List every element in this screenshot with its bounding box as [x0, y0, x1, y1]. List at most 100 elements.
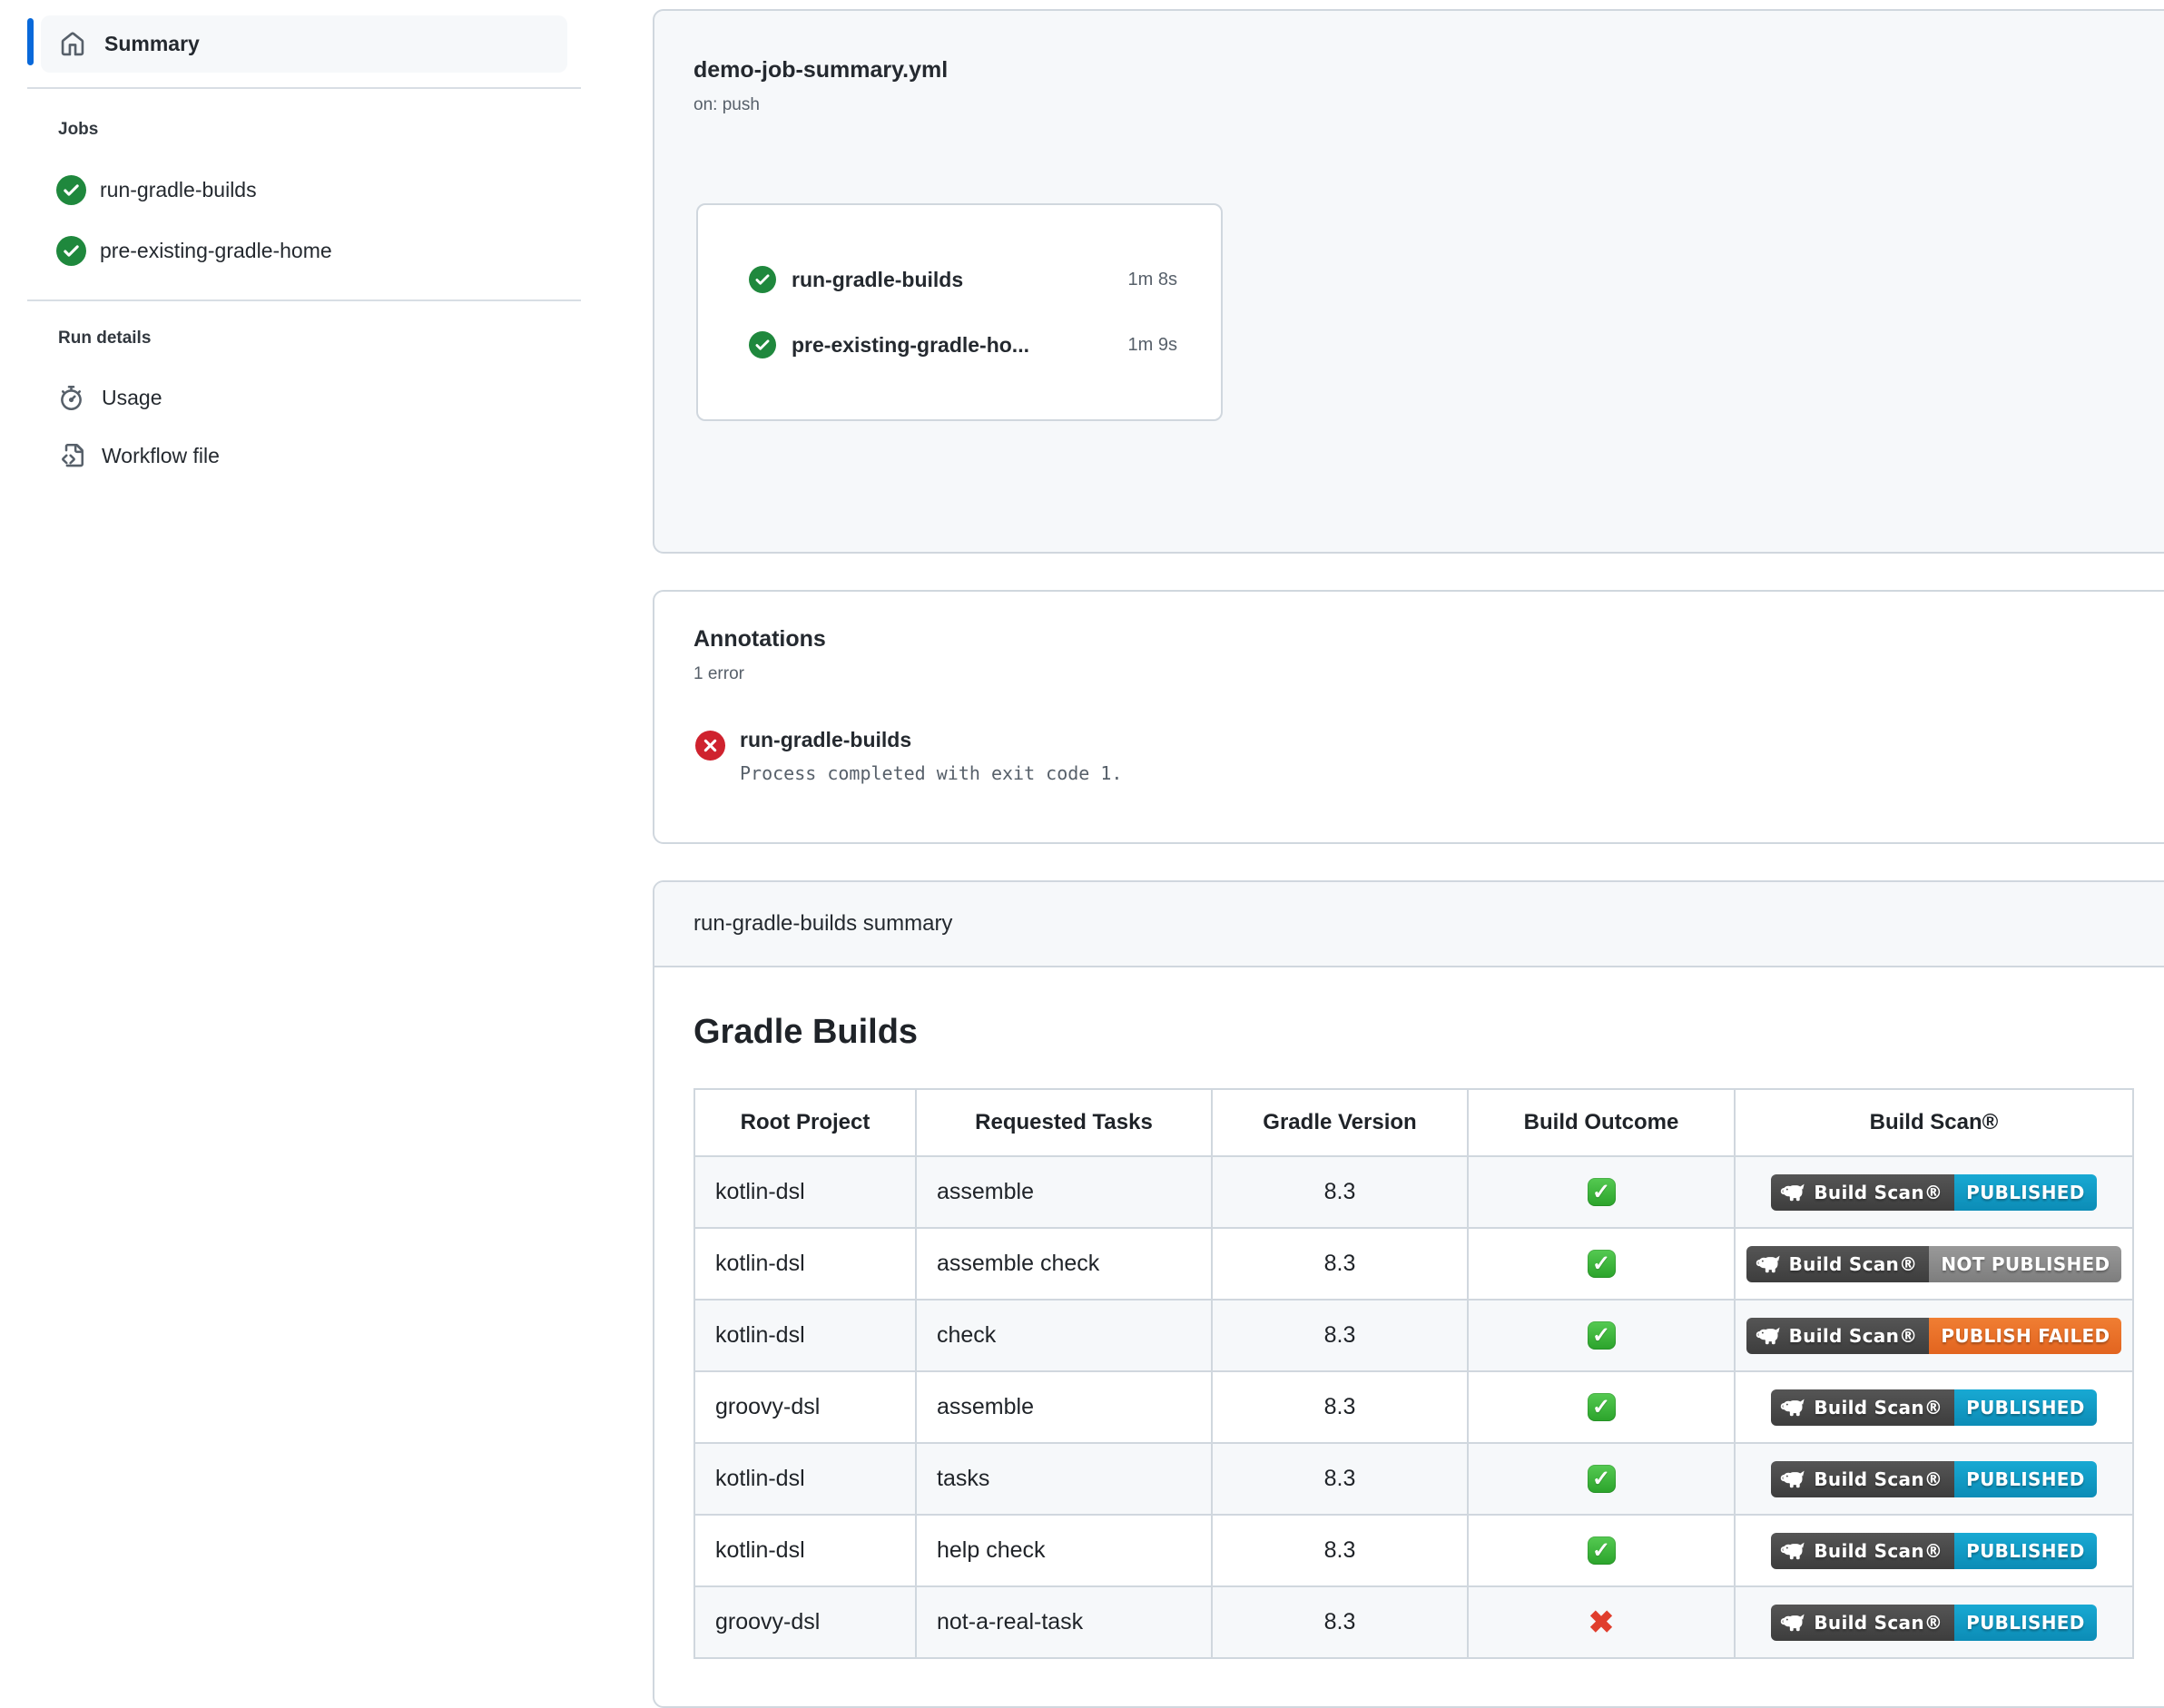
job-summary-header: run-gradle-builds summary: [654, 882, 2164, 967]
cell-requested-tasks: assemble: [915, 1155, 1213, 1229]
cell-gradle-version: 8.3: [1211, 1585, 1469, 1659]
sidebar-item-usage[interactable]: Usage: [27, 368, 581, 427]
sidebar-item-job[interactable]: run-gradle-builds: [27, 160, 581, 221]
check-circle-icon: [56, 175, 86, 205]
workflow-file-label: Workflow file: [102, 443, 220, 467]
workflow-graph-card: demo-job-summary.yml on: push run-gradle…: [653, 9, 2164, 554]
sidebar-run-details-list: Usage Workflow file: [27, 368, 581, 485]
job-summary-content: Gradle Builds Root Project Requested Task…: [654, 967, 2164, 1659]
annotations-list: run-gradle-builds Process completed with …: [695, 728, 2164, 784]
graph-job-duration: 1m 8s: [1127, 269, 1177, 290]
table-body: kotlin-dsl assemble 8.3 ✓ Build Scan® PUBLISH…: [693, 1155, 2134, 1659]
cell-gradle-version: 8.3: [1211, 1299, 1469, 1372]
column-header: Root Project: [693, 1088, 917, 1157]
workflow-jobs-box: run-gradle-builds 1m 8s pre-existing-gradl…: [696, 203, 1223, 421]
table-row: kotlin-dsl help check 8.3 ✓ Build Scan® PUBLI…: [693, 1514, 2134, 1587]
table-header-row: Root Project Requested Tasks Gradle Versio…: [693, 1088, 2134, 1157]
cell-root-project: kotlin-dsl: [693, 1155, 917, 1229]
column-header: Gradle Version: [1211, 1088, 1469, 1157]
cell-build-scan: Build Scan® NOT PUBLISHED: [1734, 1227, 2134, 1301]
jobs-section-label: Jobs: [58, 120, 99, 139]
sidebar-item-summary[interactable]: Summary: [41, 15, 567, 73]
sidebar-divider: [27, 87, 581, 89]
cell-requested-tasks: check: [915, 1299, 1213, 1372]
gradle-elephant-icon: [1756, 1255, 1780, 1273]
build-scan-badge[interactable]: Build Scan® PUBLISHED: [1771, 1604, 2097, 1641]
annotation-job-link[interactable]: run-gradle-builds: [740, 728, 912, 751]
cell-root-project: groovy-dsl: [693, 1370, 917, 1444]
build-scan-badge[interactable]: Build Scan® PUBLISHED: [1771, 1389, 2097, 1426]
table-row: kotlin-dsl tasks 8.3 ✓ Build Scan® PUBLISHED: [693, 1442, 2134, 1516]
job-summary-header-title: run-gradle-builds summary: [693, 911, 953, 936]
sidebar-divider: [27, 299, 581, 301]
check-circle-icon: [56, 236, 86, 266]
graph-job-item[interactable]: run-gradle-builds 1m 8s: [749, 266, 1177, 293]
sidebar-item-job[interactable]: pre-existing-gradle-home: [27, 221, 581, 281]
gradle-elephant-icon: [1781, 1470, 1805, 1488]
build-scan-status: PUBLISHED: [1954, 1389, 2097, 1426]
sidebar-jobs-list: run-gradle-builds pre-existing-gradle-hom…: [27, 160, 581, 281]
cell-build-outcome: ✓: [1467, 1227, 1736, 1301]
success-icon: ✓: [1587, 1178, 1616, 1206]
gradle-elephant-icon: [1781, 1399, 1805, 1417]
check-circle-icon: [749, 331, 776, 358]
cell-requested-tasks: not-a-real-task: [915, 1585, 1213, 1659]
sidebar-item-workflow-file[interactable]: Workflow file: [27, 427, 581, 485]
build-scan-badge-label: Build Scan®: [1746, 1317, 1930, 1354]
cell-build-outcome: ✓: [1467, 1299, 1736, 1372]
cell-build-outcome: ✓: [1467, 1155, 1736, 1229]
annotation-message: Process completed with exit code 1.: [740, 762, 1123, 784]
build-scan-status: PUBLISHED: [1954, 1460, 2097, 1497]
gradle-builds-table: Root Project Requested Tasks Gradle Versio…: [693, 1088, 2134, 1659]
gradle-builds-heading: Gradle Builds: [693, 1013, 919, 1051]
build-scan-badge[interactable]: Build Scan® NOT PUBLISHED: [1746, 1245, 2122, 1282]
job-name: run-gradle-builds: [100, 178, 257, 201]
build-scan-badge[interactable]: Build Scan® PUBLISHED: [1771, 1532, 2097, 1569]
table-row: groovy-dsl assemble 8.3 ✓ Build Scan® PUBLISH…: [693, 1370, 2134, 1444]
graph-job-name: pre-existing-gradle-ho...: [792, 332, 1029, 357]
build-scan-badge-label: Build Scan®: [1771, 1389, 1955, 1426]
cell-requested-tasks: tasks: [915, 1442, 1213, 1516]
graph-job-item[interactable]: pre-existing-gradle-ho... 1m 9s: [749, 331, 1177, 358]
cell-build-scan: Build Scan® PUBLISH FAILED: [1734, 1299, 2134, 1372]
gradle-elephant-icon: [1781, 1614, 1805, 1632]
failure-icon: ✖: [1588, 1605, 1615, 1640]
success-icon: ✓: [1587, 1465, 1616, 1493]
graph-job-name: run-gradle-builds: [792, 267, 964, 291]
active-item-indicator: [27, 18, 34, 65]
cell-build-scan: Build Scan® PUBLISHED: [1734, 1585, 2134, 1659]
cell-root-project: kotlin-dsl: [693, 1227, 917, 1301]
build-scan-status: PUBLISH FAILED: [1929, 1317, 2122, 1354]
table-row: kotlin-dsl assemble 8.3 ✓ Build Scan® PUBLISH…: [693, 1155, 2134, 1229]
cell-gradle-version: 8.3: [1211, 1442, 1469, 1516]
home-icon: [61, 31, 84, 55]
cell-gradle-version: 8.3: [1211, 1370, 1469, 1444]
annotations-title: Annotations: [693, 626, 826, 652]
job-name: pre-existing-gradle-home: [100, 239, 332, 262]
build-scan-status: PUBLISHED: [1954, 1532, 2097, 1569]
cell-requested-tasks: help check: [915, 1514, 1213, 1587]
table-row: kotlin-dsl assemble check 8.3 ✓ Build Scan® N…: [693, 1227, 2134, 1301]
cell-gradle-version: 8.3: [1211, 1227, 1469, 1301]
gradle-elephant-icon: [1781, 1183, 1805, 1202]
cell-gradle-version: 8.3: [1211, 1155, 1469, 1229]
job-summary-card: run-gradle-builds summary Gradle Builds …: [653, 880, 2164, 1708]
build-scan-badge[interactable]: Build Scan® PUBLISH FAILED: [1746, 1317, 2122, 1354]
success-icon: ✓: [1587, 1393, 1616, 1421]
annotations-count: 1 error: [693, 664, 744, 683]
cell-root-project: kotlin-dsl: [693, 1299, 917, 1372]
build-scan-badge-label: Build Scan®: [1771, 1532, 1955, 1569]
cell-build-scan: Build Scan® PUBLISHED: [1734, 1370, 2134, 1444]
workflow-file-title: demo-job-summary.yml: [693, 57, 949, 83]
cell-root-project: kotlin-dsl: [693, 1442, 917, 1516]
check-circle-icon: [749, 266, 776, 293]
build-scan-badge-label: Build Scan®: [1771, 1604, 1955, 1641]
build-scan-status: NOT PUBLISHED: [1929, 1245, 2122, 1282]
cell-build-outcome: ✓: [1467, 1370, 1736, 1444]
cell-root-project: kotlin-dsl: [693, 1514, 917, 1587]
build-scan-status: PUBLISHED: [1954, 1604, 2097, 1641]
build-scan-badge[interactable]: Build Scan® PUBLISHED: [1771, 1460, 2097, 1497]
x-circle-icon: [695, 731, 725, 761]
build-scan-badge[interactable]: Build Scan® PUBLISHED: [1771, 1173, 2097, 1211]
cell-requested-tasks: assemble check: [915, 1227, 1213, 1301]
